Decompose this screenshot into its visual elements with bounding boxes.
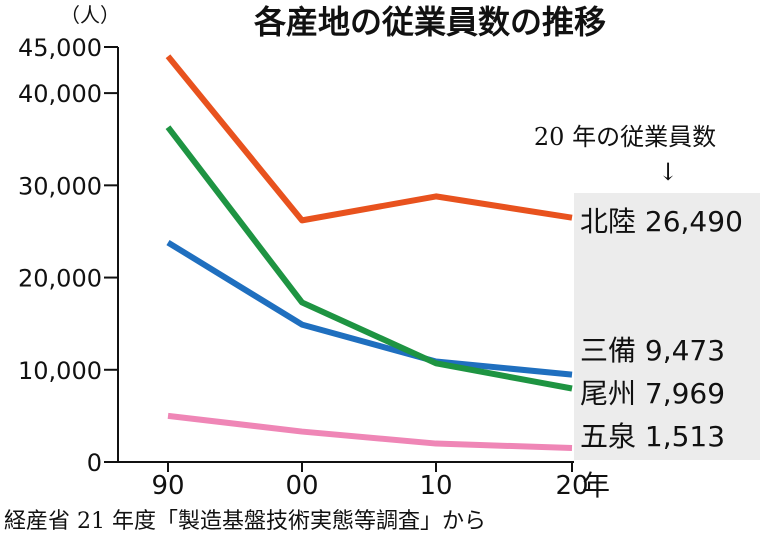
- series-line-尾州: [165, 125, 573, 392]
- x-tick-label: 00: [285, 471, 318, 501]
- series-end-value: 7,969: [645, 377, 725, 410]
- x-unit-label: 年: [582, 469, 610, 502]
- series-name: 五泉: [580, 420, 645, 453]
- series-end-label: 北陸 26,490: [580, 205, 743, 238]
- x-tick-label: 10: [419, 471, 452, 501]
- series-end-value: 26,490: [645, 205, 743, 238]
- series-end-label: 五泉 1,513: [580, 420, 725, 453]
- series-line-五泉: [167, 412, 573, 452]
- series-end-label: 三備 9,473: [580, 334, 725, 367]
- y-tick-label: 0: [87, 449, 102, 477]
- y-unit-label: （人）: [60, 3, 120, 27]
- x-tick-label: 90: [151, 471, 184, 501]
- source-note: 経産省 21 年度「製造基盤技術実態等調査」から: [4, 509, 486, 534]
- annotation: 20 年の従業員数: [534, 123, 716, 151]
- series-name: 尾州: [580, 377, 645, 410]
- y-tick-label: 45,000: [18, 34, 102, 62]
- series-end-value: 9,473: [645, 334, 725, 367]
- label-panel: [574, 193, 760, 460]
- chart-title: 各産地の従業員数の推移: [254, 3, 606, 41]
- annotation-arrow: ↓: [658, 158, 678, 186]
- series-end-label: 尾州 7,969: [580, 377, 725, 410]
- x-tick-label: 20: [555, 471, 588, 501]
- series-end-value: 1,513: [645, 420, 725, 453]
- series-line-北陸: [165, 54, 573, 224]
- y-tick-label: 10,000: [18, 357, 102, 385]
- series-name: 北陸: [580, 205, 645, 238]
- series-line-三備: [166, 239, 573, 378]
- series-name: 三備: [580, 334, 645, 367]
- y-tick-label: 20,000: [18, 265, 102, 293]
- y-tick-label: 40,000: [18, 80, 102, 108]
- y-tick-label: 30,000: [18, 172, 102, 200]
